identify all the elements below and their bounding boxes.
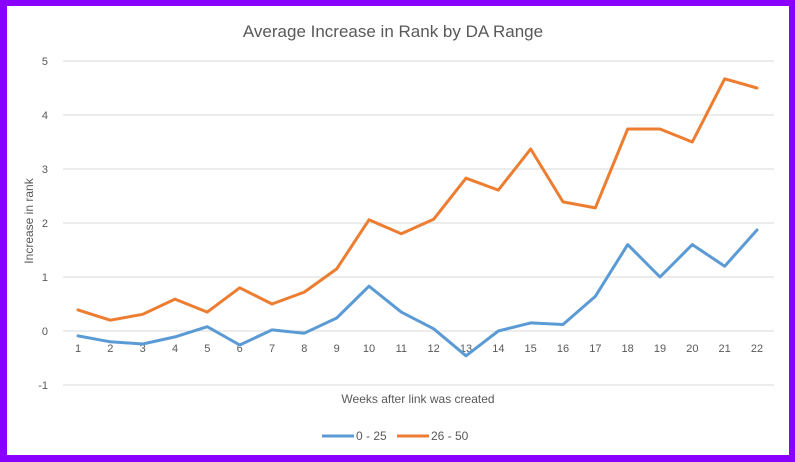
data-point bbox=[529, 148, 532, 151]
data-point bbox=[562, 323, 565, 326]
y-tick-label: 4 bbox=[42, 110, 48, 122]
x-tick-label: 19 bbox=[654, 343, 666, 355]
data-point bbox=[174, 298, 177, 301]
series-line-2 bbox=[76, 77, 759, 322]
data-point bbox=[335, 317, 338, 320]
data-point bbox=[626, 128, 629, 131]
x-axis-ticks: 1 2 3 4 5 6 7 8 9 10 11 12 13 14 15 16 17 18 19 20 21 22 bbox=[75, 343, 763, 355]
line-chart: Average Increase in Rank by DA Range 5 4 3… bbox=[22, 22, 774, 443]
x-tick-label: 22 bbox=[751, 343, 763, 355]
data-point bbox=[659, 276, 662, 279]
y-tick-label: 3 bbox=[42, 164, 48, 176]
gridlines bbox=[63, 60, 774, 386]
x-tick-label: 7 bbox=[269, 343, 275, 355]
data-point bbox=[723, 77, 726, 80]
x-tick-label: 4 bbox=[172, 343, 178, 355]
data-point bbox=[238, 286, 241, 289]
x-tick-label: 12 bbox=[428, 343, 440, 355]
y-tick-label: 1 bbox=[42, 272, 48, 284]
x-axis-title: Weeks after link was created bbox=[341, 392, 494, 406]
x-tick-label: 10 bbox=[363, 343, 375, 355]
y-axis-title: Increase in rank bbox=[22, 177, 36, 263]
x-tick-label: 5 bbox=[204, 343, 210, 355]
data-point bbox=[400, 311, 403, 314]
data-point bbox=[77, 308, 80, 311]
data-point bbox=[303, 291, 306, 294]
data-point bbox=[465, 354, 468, 357]
data-point bbox=[432, 327, 435, 330]
data-point bbox=[691, 243, 694, 246]
data-point bbox=[141, 342, 144, 345]
y-tick-label: -1 bbox=[38, 380, 48, 392]
data-point bbox=[174, 335, 177, 338]
data-point bbox=[77, 334, 80, 337]
x-tick-label: 20 bbox=[686, 343, 698, 355]
data-point bbox=[238, 344, 241, 347]
data-point bbox=[271, 303, 274, 306]
data-point bbox=[335, 267, 338, 270]
x-tick-label: 9 bbox=[334, 343, 340, 355]
data-point bbox=[109, 340, 112, 343]
series-line-1 bbox=[76, 228, 759, 358]
x-tick-label: 21 bbox=[719, 343, 731, 355]
x-tick-label: 18 bbox=[622, 343, 634, 355]
x-tick-label: 2 bbox=[107, 343, 113, 355]
x-tick-label: 16 bbox=[557, 343, 569, 355]
data-point bbox=[465, 177, 468, 180]
data-point bbox=[691, 141, 694, 144]
data-point bbox=[756, 229, 759, 232]
data-point bbox=[432, 218, 435, 221]
x-tick-label: 6 bbox=[237, 343, 243, 355]
data-point bbox=[141, 313, 144, 316]
data-point bbox=[626, 243, 629, 246]
data-point bbox=[756, 87, 759, 90]
chart-title: Average Increase in Rank by DA Range bbox=[243, 22, 543, 41]
data-point bbox=[400, 232, 403, 235]
x-tick-label: 14 bbox=[492, 343, 504, 355]
data-point bbox=[368, 285, 371, 288]
data-point bbox=[497, 330, 500, 333]
legend-label: 26 - 50 bbox=[431, 429, 469, 443]
data-point bbox=[206, 325, 209, 328]
y-tick-label: 5 bbox=[42, 56, 48, 68]
data-point bbox=[594, 295, 597, 298]
data-point bbox=[109, 319, 112, 322]
data-point bbox=[723, 265, 726, 268]
data-point bbox=[497, 189, 500, 192]
y-tick-label: 0 bbox=[42, 326, 48, 338]
x-tick-label: 3 bbox=[140, 343, 146, 355]
x-tick-label: 17 bbox=[589, 343, 601, 355]
y-tick-label: 2 bbox=[42, 218, 48, 230]
y-axis-ticks: 5 4 3 2 1 0 -1 bbox=[38, 56, 48, 392]
series-lines bbox=[76, 77, 759, 358]
x-tick-label: 15 bbox=[525, 343, 537, 355]
data-point bbox=[562, 200, 565, 203]
x-tick-label: 8 bbox=[301, 343, 307, 355]
data-point bbox=[271, 328, 274, 331]
legend: 0 - 25 26 - 50 bbox=[322, 429, 469, 443]
data-point bbox=[206, 311, 209, 314]
x-tick-label: 11 bbox=[396, 343, 407, 355]
data-point bbox=[594, 206, 597, 209]
chart-frame: Average Increase in Rank by DA Range 5 4 3… bbox=[7, 6, 789, 455]
data-point bbox=[659, 128, 662, 131]
data-point bbox=[303, 332, 306, 335]
legend-label: 0 - 25 bbox=[356, 429, 387, 443]
data-point bbox=[368, 218, 371, 221]
data-point bbox=[529, 321, 532, 324]
x-tick-label: 1 bbox=[75, 343, 81, 355]
